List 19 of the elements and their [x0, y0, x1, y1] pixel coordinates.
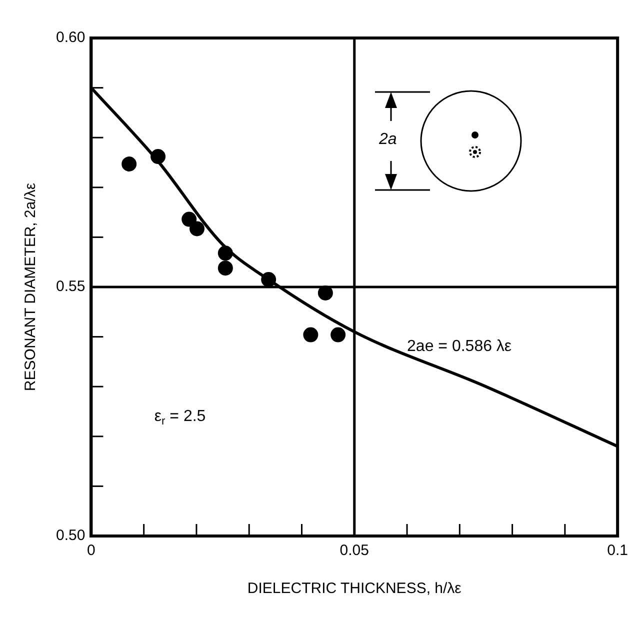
y-tick-label: 0.50 — [56, 527, 86, 544]
annotation: 2a — [379, 130, 397, 150]
point — [261, 272, 276, 288]
point — [122, 156, 137, 172]
y-tick-label: 0.55 — [56, 278, 86, 296]
y-tick-label: 0.60 — [56, 29, 86, 46]
point — [189, 221, 204, 236]
x-tick-label: 0 — [87, 542, 96, 560]
point — [218, 260, 233, 276]
point — [303, 327, 318, 342]
point — [330, 327, 346, 342]
x-tick-label: 0.1 — [607, 542, 628, 560]
x-tick-label: 0.05 — [340, 542, 369, 560]
annotation: 2ae = 0.586 λε — [407, 338, 512, 356]
x-axis-title: DIELECTRIC THICKNESS, h/λε — [247, 580, 462, 598]
y-axis-title: RESONANT DIAMETER, 2a/λε — [22, 182, 40, 392]
point — [150, 149, 166, 164]
point — [182, 212, 197, 227]
point — [218, 246, 233, 261]
